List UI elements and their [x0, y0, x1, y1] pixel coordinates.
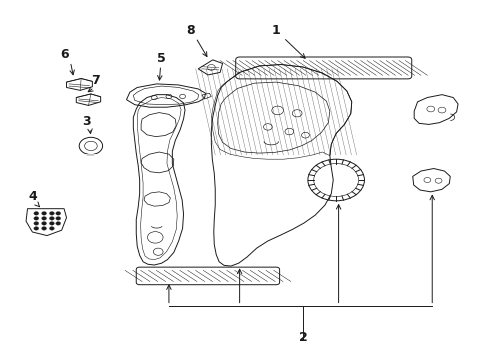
Circle shape — [49, 226, 54, 230]
Circle shape — [34, 222, 39, 225]
Circle shape — [34, 217, 39, 220]
Circle shape — [41, 226, 46, 230]
FancyBboxPatch shape — [136, 267, 279, 285]
Circle shape — [56, 222, 61, 225]
Text: 8: 8 — [186, 23, 195, 37]
Text: 6: 6 — [60, 48, 68, 61]
Circle shape — [34, 226, 39, 230]
Circle shape — [49, 222, 54, 225]
Text: 7: 7 — [91, 74, 100, 87]
Text: 3: 3 — [81, 115, 90, 128]
Circle shape — [41, 222, 46, 225]
Text: 1: 1 — [271, 23, 280, 37]
Circle shape — [49, 217, 54, 220]
Text: 4: 4 — [28, 190, 37, 203]
Circle shape — [41, 217, 46, 220]
Circle shape — [56, 217, 61, 220]
Circle shape — [41, 212, 46, 215]
Circle shape — [34, 212, 39, 215]
Circle shape — [56, 212, 61, 215]
Circle shape — [49, 212, 54, 215]
Text: 5: 5 — [157, 51, 165, 64]
FancyBboxPatch shape — [235, 57, 411, 79]
Text: 2: 2 — [298, 331, 307, 344]
